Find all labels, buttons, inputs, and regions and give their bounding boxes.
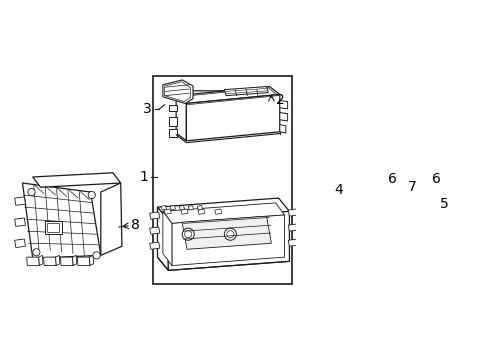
Polygon shape — [372, 180, 384, 192]
Polygon shape — [188, 205, 193, 210]
Polygon shape — [369, 177, 372, 192]
Circle shape — [182, 228, 194, 240]
Polygon shape — [149, 242, 160, 249]
Polygon shape — [15, 239, 25, 247]
Text: 1: 1 — [139, 170, 147, 184]
Polygon shape — [224, 87, 268, 96]
Text: 6: 6 — [431, 172, 440, 186]
Polygon shape — [182, 216, 271, 249]
Polygon shape — [426, 198, 427, 211]
Polygon shape — [392, 183, 403, 189]
Text: 2: 2 — [275, 94, 284, 107]
Polygon shape — [157, 207, 168, 270]
Polygon shape — [170, 205, 175, 210]
Polygon shape — [168, 117, 177, 126]
Polygon shape — [197, 205, 202, 210]
Circle shape — [28, 188, 35, 196]
Circle shape — [226, 231, 234, 238]
Polygon shape — [410, 174, 428, 185]
Polygon shape — [172, 215, 284, 266]
Polygon shape — [163, 211, 172, 266]
Bar — [153, 76, 291, 284]
Polygon shape — [27, 257, 39, 266]
Polygon shape — [168, 211, 289, 270]
Circle shape — [33, 249, 40, 256]
Polygon shape — [351, 186, 360, 195]
Polygon shape — [427, 201, 434, 211]
Polygon shape — [287, 239, 297, 246]
Polygon shape — [179, 91, 279, 103]
Polygon shape — [198, 209, 204, 214]
Polygon shape — [349, 181, 360, 188]
Polygon shape — [214, 209, 222, 214]
Polygon shape — [168, 129, 177, 136]
Polygon shape — [149, 212, 160, 219]
Polygon shape — [179, 205, 184, 210]
Polygon shape — [279, 100, 287, 109]
Polygon shape — [176, 87, 279, 103]
Polygon shape — [43, 257, 56, 266]
Polygon shape — [287, 224, 297, 231]
Polygon shape — [181, 209, 188, 214]
Text: 7: 7 — [407, 180, 416, 194]
Polygon shape — [149, 227, 160, 234]
Text: 3: 3 — [143, 103, 152, 117]
Polygon shape — [161, 205, 166, 210]
Polygon shape — [15, 197, 25, 205]
Polygon shape — [426, 197, 434, 202]
Polygon shape — [163, 80, 193, 103]
Text: 6: 6 — [387, 172, 396, 186]
Polygon shape — [22, 183, 101, 258]
Polygon shape — [413, 182, 428, 197]
Polygon shape — [394, 187, 403, 195]
Circle shape — [224, 228, 236, 240]
Polygon shape — [186, 94, 279, 141]
Polygon shape — [89, 255, 93, 266]
Circle shape — [88, 192, 95, 199]
Polygon shape — [287, 209, 297, 216]
Polygon shape — [164, 209, 171, 214]
Polygon shape — [168, 105, 177, 111]
Polygon shape — [349, 183, 351, 195]
Polygon shape — [33, 173, 121, 187]
Circle shape — [184, 231, 191, 238]
Bar — [45, 221, 61, 234]
Text: 4: 4 — [334, 183, 343, 197]
Polygon shape — [77, 257, 90, 266]
Bar — [47, 224, 59, 232]
Polygon shape — [279, 125, 285, 133]
Text: 8: 8 — [131, 218, 140, 232]
Polygon shape — [72, 255, 77, 266]
Circle shape — [93, 252, 100, 259]
Polygon shape — [410, 177, 413, 197]
Polygon shape — [101, 183, 122, 255]
Polygon shape — [176, 96, 186, 141]
Polygon shape — [157, 198, 289, 220]
Polygon shape — [279, 113, 287, 121]
Polygon shape — [56, 255, 60, 266]
Polygon shape — [39, 255, 43, 266]
Polygon shape — [369, 174, 384, 183]
Polygon shape — [163, 203, 284, 224]
Polygon shape — [15, 218, 25, 226]
Polygon shape — [61, 257, 73, 266]
Text: 5: 5 — [439, 197, 448, 211]
